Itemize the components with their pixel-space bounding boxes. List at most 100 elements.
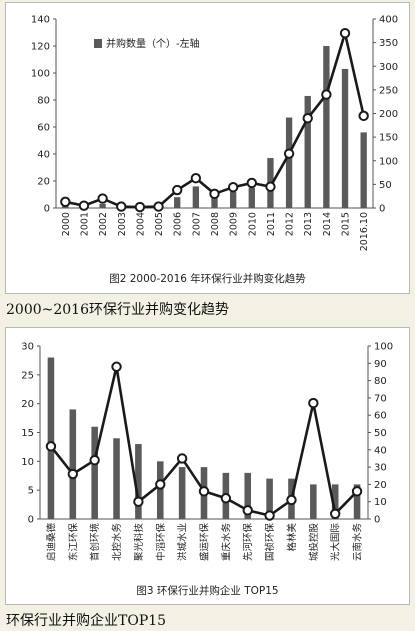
bar — [310, 484, 317, 519]
bar — [192, 186, 200, 208]
figure-caption-2: 图3 环保行业并购企业 TOP15 — [136, 585, 279, 597]
line-point — [264, 510, 275, 521]
bar — [69, 409, 77, 519]
x-tick-label: 2009 — [229, 212, 240, 236]
chart-2-svg: 0 5 10 15 20 25 30 0 10 20 30 40 50 60 70 80 90 100 启迪桑德 东江… — [21, 342, 393, 562]
line-point — [198, 486, 210, 497]
x-tick-label: 国祯环保 — [264, 523, 276, 562]
y-left-tick-label: 30 — [21, 342, 34, 353]
y-left-tick-label: 5 — [28, 486, 34, 497]
bar — [360, 132, 367, 208]
x-tick-label: 城投控股 — [308, 523, 320, 562]
y-right-tick-label: 70 — [374, 393, 387, 404]
x-tick-label: 2014 — [322, 212, 333, 236]
y-right-tick-label: 250 — [379, 85, 398, 96]
x-tick-label: 首创环境 — [89, 523, 101, 562]
y-right-tick-label: 20 — [374, 480, 387, 491]
y-right-tick-label: 10 — [374, 497, 387, 508]
y-left-tick-label: 80 — [37, 96, 50, 107]
x-tick-label: 2005 — [154, 212, 165, 236]
line-point — [155, 479, 166, 490]
y-right-tick-label: 100 — [374, 342, 393, 353]
y-right-tick-label: 50 — [379, 180, 392, 191]
line-point — [190, 173, 202, 184]
line-point — [111, 361, 122, 372]
bar — [248, 187, 255, 208]
bar — [244, 472, 252, 519]
line-point — [176, 453, 188, 464]
line-point — [209, 188, 220, 200]
x-tick-label: 2008 — [210, 212, 221, 236]
bar — [229, 191, 237, 208]
bar — [113, 438, 120, 519]
y-right-tick-label: 0 — [374, 515, 380, 526]
y-left-tick-label: 40 — [37, 150, 50, 161]
line-point — [89, 454, 100, 466]
bar — [99, 203, 106, 208]
x-tick-label: 2011 — [266, 212, 277, 236]
y-left-tick-label: 120 — [31, 42, 50, 53]
bar — [304, 95, 311, 208]
line-point — [172, 184, 183, 196]
x-tick-label: 北控水务 — [111, 523, 123, 562]
x-tick-label: 东江环保 — [67, 523, 79, 562]
line-point — [134, 201, 146, 213]
y-right-tick-label: 0 — [379, 204, 385, 215]
x-tick-label: 2013 — [303, 212, 314, 236]
chart-panel-2: 0 5 10 15 20 25 30 0 10 20 30 40 50 60 70 80 90 100 启迪桑德 东江… — [5, 327, 410, 605]
bar — [211, 195, 218, 208]
line-series — [65, 28, 365, 209]
x-tick-label: 光大国际 — [330, 523, 342, 562]
line-point — [67, 468, 79, 480]
x-tick-label: 2000 — [61, 212, 72, 236]
x-tick-label: 启迪桑德 — [45, 523, 57, 562]
y-left-tick-label: 140 — [31, 15, 50, 26]
line-point — [60, 196, 71, 208]
bar — [353, 484, 361, 519]
bar — [266, 478, 273, 519]
line-point — [227, 182, 239, 193]
y-right-tick-label: 40 — [374, 445, 387, 456]
bar — [47, 357, 55, 519]
y-left-tick-label: 0 — [28, 515, 34, 526]
line-point — [97, 193, 108, 204]
x-tick-label: 2010 — [247, 212, 258, 236]
x-tick-label: 云南水务 — [352, 523, 364, 562]
x-tick-label: 2016.10 — [359, 212, 370, 251]
x-tick-label: 洪城水业 — [177, 523, 189, 561]
section-caption-2: 环保行业并购企业TOP15 — [6, 613, 167, 629]
y-right-tick-label: 200 — [379, 109, 398, 120]
y-right-tick-label: 400 — [379, 15, 398, 26]
x-tick-label: 中滔环保 — [155, 523, 167, 562]
y-right-tick-label: 90 — [374, 359, 387, 370]
bar — [156, 461, 164, 519]
y-right-tick-label: 300 — [379, 62, 398, 73]
line-point — [330, 508, 341, 520]
line-point — [358, 110, 369, 122]
line-point — [220, 493, 232, 504]
chart-1-svg: 0 20 40 60 80 100 120 140 0 50 100 150 200 250 300 350 4… — [31, 15, 398, 252]
line-point — [78, 200, 90, 211]
x-tick-label: 先河环保 — [242, 523, 254, 562]
x-tick-label: 聚光科技 — [133, 523, 145, 562]
bar — [135, 444, 142, 519]
bar — [285, 117, 293, 208]
y-right-tick-label: 100 — [379, 156, 398, 167]
x-tick-label: 2002 — [98, 212, 109, 236]
y-left-tick-label: 20 — [37, 177, 50, 188]
bar — [323, 46, 330, 208]
line-point — [308, 397, 319, 409]
line-point — [133, 496, 144, 507]
x-tick-label: 2015 — [341, 212, 352, 236]
y-right-tick-label: 80 — [374, 376, 387, 387]
y-left-tick-label: 10 — [21, 457, 34, 468]
y-left-tick-label: 60 — [37, 123, 50, 134]
bar — [174, 197, 181, 208]
line-point — [321, 89, 332, 100]
y-right-tick-label: 150 — [379, 133, 398, 144]
line-point — [116, 201, 127, 212]
x-tick-label: 2004 — [135, 212, 146, 236]
chart-panel-1: 0 20 40 60 80 100 120 140 0 50 100 150 200 250 300 350 4… — [5, 2, 410, 294]
y-right-tick-label: 50 — [374, 428, 387, 439]
y-left-tick-label: 15 — [21, 428, 34, 439]
